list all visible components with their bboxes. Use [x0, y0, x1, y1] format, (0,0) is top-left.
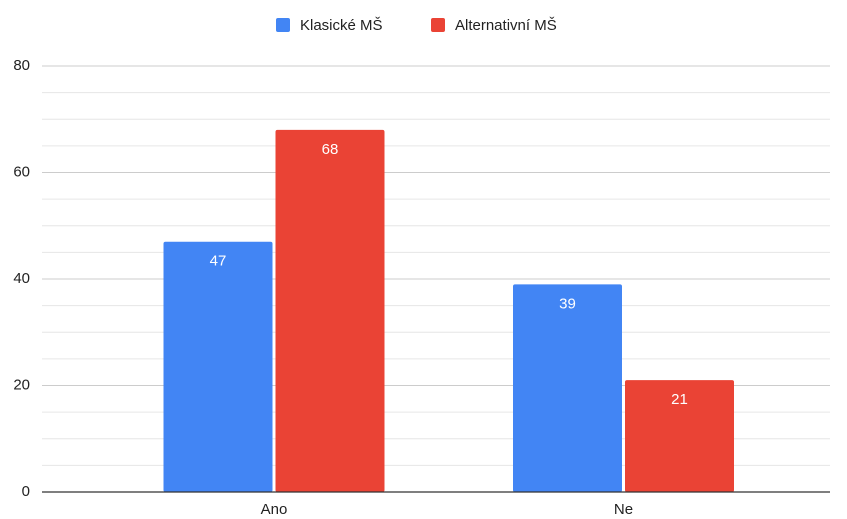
x-tick-label: Ne — [614, 501, 633, 518]
y-tick-label: 40 — [13, 270, 30, 287]
y-tick-label: 60 — [13, 163, 30, 180]
data-label: 47 — [210, 253, 227, 270]
data-label: 21 — [671, 391, 688, 408]
bar — [163, 241, 273, 492]
legend-label: Klasické MŠ — [300, 17, 383, 34]
legend-swatch — [276, 18, 290, 32]
x-tick-label: Ano — [261, 501, 288, 518]
legend-label: Alternativní MŠ — [455, 17, 557, 34]
y-tick-label: 80 — [13, 57, 30, 74]
data-label: 39 — [559, 295, 576, 312]
y-tick-label: 20 — [13, 376, 30, 393]
bar — [275, 129, 385, 492]
bar — [513, 284, 622, 492]
legend-swatch — [431, 18, 445, 32]
bar — [625, 380, 734, 492]
y-tick-label: 0 — [22, 483, 30, 500]
data-label: 68 — [322, 141, 339, 158]
